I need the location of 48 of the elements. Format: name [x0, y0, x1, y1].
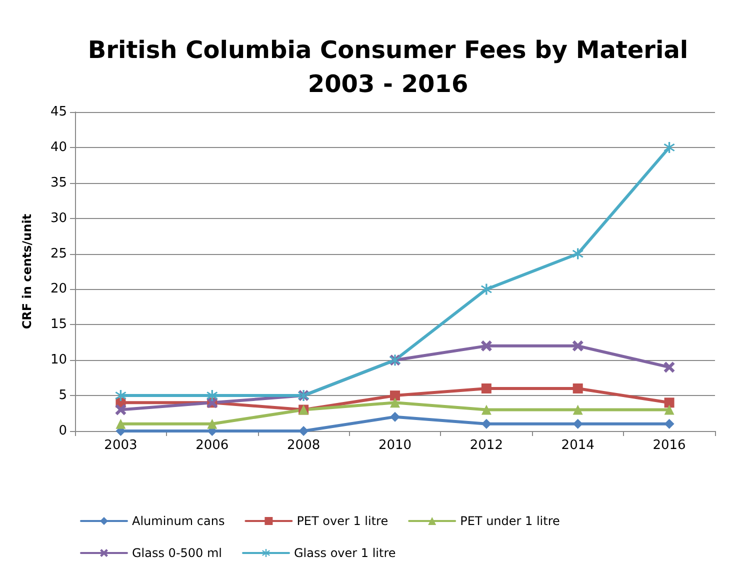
point: [481, 383, 492, 394]
point: [664, 418, 674, 429]
legend-label: Glass 0-500 ml: [132, 546, 222, 560]
x-tick-label: 2010: [378, 438, 412, 453]
chart-title: British Columbia Consumer Fees by Material 2003 - 2016: [88, 36, 688, 98]
x-tick-label: 2014: [561, 438, 594, 453]
point: [664, 404, 674, 415]
point: [480, 284, 492, 295]
point: [206, 390, 218, 402]
legend-label: PET over 1 litre: [296, 514, 388, 528]
y-tick-label: 15: [50, 317, 67, 332]
legend-label: Glass over 1 litre: [294, 546, 396, 560]
point: [298, 426, 309, 436]
point: [390, 412, 400, 422]
y-tick-label: 10: [50, 352, 67, 368]
point: [116, 418, 126, 429]
point: [207, 418, 218, 429]
y-tick-label: 30: [50, 210, 67, 226]
point: [115, 404, 126, 416]
y-tick-label: 20: [50, 282, 67, 297]
point: [664, 142, 675, 153]
point: [480, 340, 492, 352]
y-tick-label: 45: [50, 104, 67, 120]
point: [572, 340, 584, 352]
point: [390, 390, 400, 401]
y-tick-label: 35: [50, 175, 67, 190]
x-tick-label: 2012: [470, 438, 503, 453]
x-tick-label: 2006: [196, 438, 229, 453]
point: [664, 362, 675, 373]
point: [572, 383, 583, 394]
point: [390, 398, 400, 408]
point: [572, 404, 583, 415]
point: [572, 418, 583, 429]
point: [572, 248, 584, 260]
legend-label: Aluminum cans: [132, 514, 225, 528]
point: [115, 390, 126, 402]
point: [664, 398, 674, 408]
x-tick-label: 2016: [652, 438, 686, 453]
y-tick-label: 40: [50, 140, 67, 155]
y-axis-title: CRF in cents/unit: [20, 214, 34, 330]
y-tick-label: 5: [58, 388, 67, 404]
y-tick-label: 0: [58, 424, 67, 438]
point: [481, 418, 492, 429]
x-tick-label: 2008: [287, 438, 320, 453]
x-tick-label: 2003: [104, 438, 138, 453]
y-tick-label: 25: [50, 246, 67, 262]
point: [481, 404, 492, 415]
legend-label: PET under 1 litre: [460, 514, 560, 528]
